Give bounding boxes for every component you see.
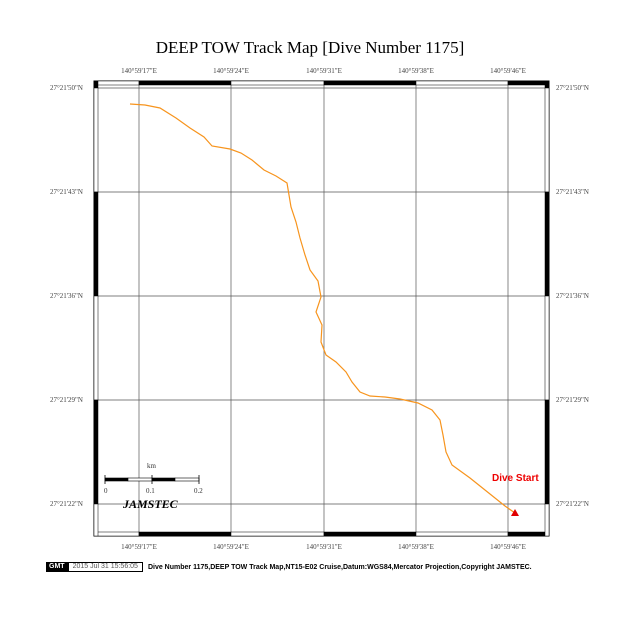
frame-segment xyxy=(323,531,417,537)
lon-label-bottom: 140°59'17"E xyxy=(121,543,157,551)
frame-segment xyxy=(93,80,99,89)
frame-segment xyxy=(93,503,99,537)
lat-label-left: 27°21'29"N xyxy=(50,396,83,404)
map-border xyxy=(93,80,550,537)
gmt-badge: GMT xyxy=(46,562,68,572)
lat-label-left: 27°21'43"N xyxy=(50,188,83,196)
scale-unit: km xyxy=(147,462,156,470)
frame-segment xyxy=(93,531,140,537)
lat-label-right: 27°21'22"N xyxy=(556,500,589,508)
scale-tick: 0.1 xyxy=(146,487,155,495)
frame-segment xyxy=(323,80,417,86)
map-title: DEEP TOW Track Map [Dive Number 1175] xyxy=(155,38,465,57)
frame-segment xyxy=(544,399,550,505)
frame-segment xyxy=(544,191,550,297)
frame-segment xyxy=(415,80,509,86)
lat-label-right: 27°21'43"N xyxy=(556,188,589,196)
lat-label-left: 27°21'36"N xyxy=(50,292,83,300)
lon-label-bottom: 140°59'24"E xyxy=(213,543,249,551)
scale-tick: 0 xyxy=(104,487,108,495)
frame-segment xyxy=(93,399,99,505)
footer-note: Dive Number 1175,DEEP TOW Track Map,NT15… xyxy=(147,563,532,571)
lat-label-left: 27°21'50"N xyxy=(50,84,83,92)
frame-segment xyxy=(93,87,99,193)
lon-label-top: 140°59'31"E xyxy=(306,67,342,75)
frame-segment xyxy=(544,295,550,401)
frame-segment xyxy=(93,80,140,86)
footer: GMT 2015 Jul 31 15:56:05 Dive Number 117… xyxy=(46,562,532,572)
lon-label-bottom: 140°59'46"E xyxy=(490,543,526,551)
jamstec-logo: JAMSTEC xyxy=(123,497,178,511)
lon-label-bottom: 140°59'38"E xyxy=(398,543,434,551)
frame-segment xyxy=(507,531,550,537)
frame-segment xyxy=(230,80,325,86)
lon-label-bottom: 140°59'31"E xyxy=(306,543,342,551)
scale-bar-segment xyxy=(151,477,176,482)
lat-label-left: 27°21'22"N xyxy=(50,500,83,508)
dive-start-marker xyxy=(511,509,519,516)
lon-label-top: 140°59'38"E xyxy=(398,67,434,75)
frame-segment xyxy=(544,503,550,537)
lat-label-right: 27°21'36"N xyxy=(556,292,589,300)
frame-segment xyxy=(230,531,325,537)
frame-segment xyxy=(93,191,99,297)
scale-bar-segment xyxy=(174,477,200,482)
dive-track xyxy=(129,103,516,514)
lat-label-right: 27°21'29"N xyxy=(556,396,589,404)
frame-segment xyxy=(544,87,550,193)
scale-tick: 0.2 xyxy=(194,487,203,495)
scale-bar-segment xyxy=(127,477,153,482)
frame-segment xyxy=(544,80,550,89)
frame-segment xyxy=(507,80,550,86)
timestamp: 2015 Jul 31 15:56:05 xyxy=(67,562,143,572)
frame-segment xyxy=(93,295,99,401)
lon-label-top: 140°59'24"E xyxy=(213,67,249,75)
lon-label-top: 140°59'46"E xyxy=(490,67,526,75)
frame-segment xyxy=(415,531,509,537)
frame-segment xyxy=(138,531,232,537)
scale-bar-segment xyxy=(104,477,129,482)
lat-label-right: 27°21'50"N xyxy=(556,84,589,92)
dive-start-label: Dive Start xyxy=(492,473,539,484)
frame-segment xyxy=(138,80,232,86)
lon-label-top: 140°59'17"E xyxy=(121,67,157,75)
